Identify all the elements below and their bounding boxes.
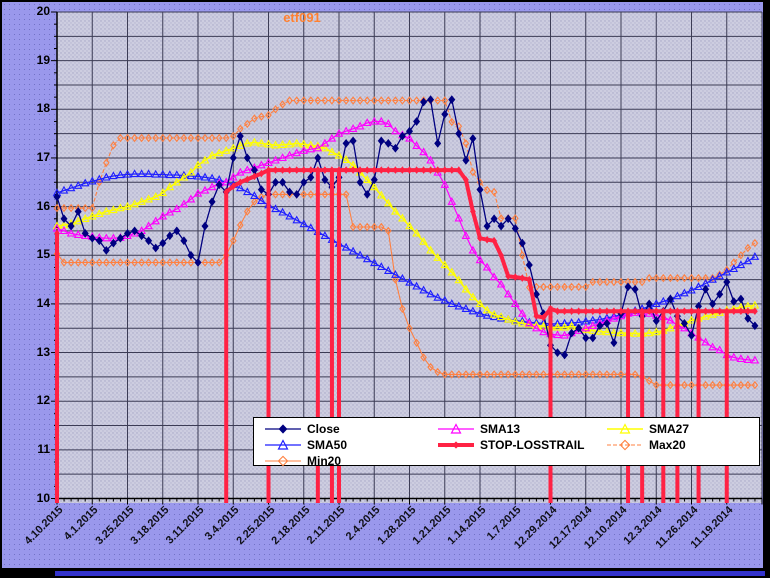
legend-label: SMA27 — [649, 422, 690, 436]
y-axis-label: 16 — [36, 198, 50, 213]
legend-item-sma50: SMA50 — [264, 438, 347, 452]
sma13-line-icon — [438, 423, 474, 434]
legend: Close SMA13 SMA27 SMA50 — [253, 417, 760, 468]
y-axis-label: 11 — [37, 441, 50, 456]
y-axis-label: 14 — [36, 295, 50, 310]
legend-item-close: Close — [264, 422, 340, 436]
legend-item-sma13: SMA13 — [437, 422, 520, 436]
chart-title: etf091 — [283, 10, 321, 25]
y-axis-label: 18 — [36, 101, 50, 116]
min20-line-icon — [265, 455, 301, 467]
max20-line-icon — [607, 439, 643, 451]
y-axis-label: 19 — [36, 52, 50, 67]
stop-losstrail-line-icon — [438, 441, 474, 449]
legend-label: Min20 — [307, 454, 342, 468]
legend-label: Max20 — [649, 438, 686, 452]
y-axis-label: 17 — [36, 149, 50, 164]
legend-label: SMA13 — [480, 422, 521, 436]
legend-label: STOP-LOSSTRAIL — [480, 438, 585, 452]
y-axis-label: 12 — [36, 393, 50, 408]
y-axis-label: 10 — [36, 490, 50, 505]
series-max20 — [53, 96, 759, 292]
legend-item-max20: Max20 — [606, 438, 686, 452]
close-line-icon — [265, 424, 301, 434]
legend-label: SMA50 — [307, 438, 348, 452]
sma27-line-icon — [607, 423, 643, 434]
legend-item-min20: Min20 — [264, 454, 341, 468]
sma50-line-icon — [265, 439, 301, 450]
series-close — [53, 95, 759, 360]
series-stop-losstrail — [54, 166, 758, 322]
y-axis-labels: 20 19 18 17 16 15 14 13 12 11 10 — [0, 0, 52, 578]
legend-item-stop-losstrail: STOP-LOSSTRAIL — [437, 438, 584, 452]
series-min20 — [53, 190, 759, 390]
y-axis-label: 13 — [36, 344, 50, 359]
y-axis-label: 15 — [36, 247, 50, 262]
legend-label: Close — [307, 422, 340, 436]
legend-item-sma27: SMA27 — [606, 422, 689, 436]
y-axis-label: 20 — [36, 4, 50, 18]
stop-loss-trigger-bars — [55, 170, 729, 504]
bottom-blue-bar — [55, 571, 765, 576]
